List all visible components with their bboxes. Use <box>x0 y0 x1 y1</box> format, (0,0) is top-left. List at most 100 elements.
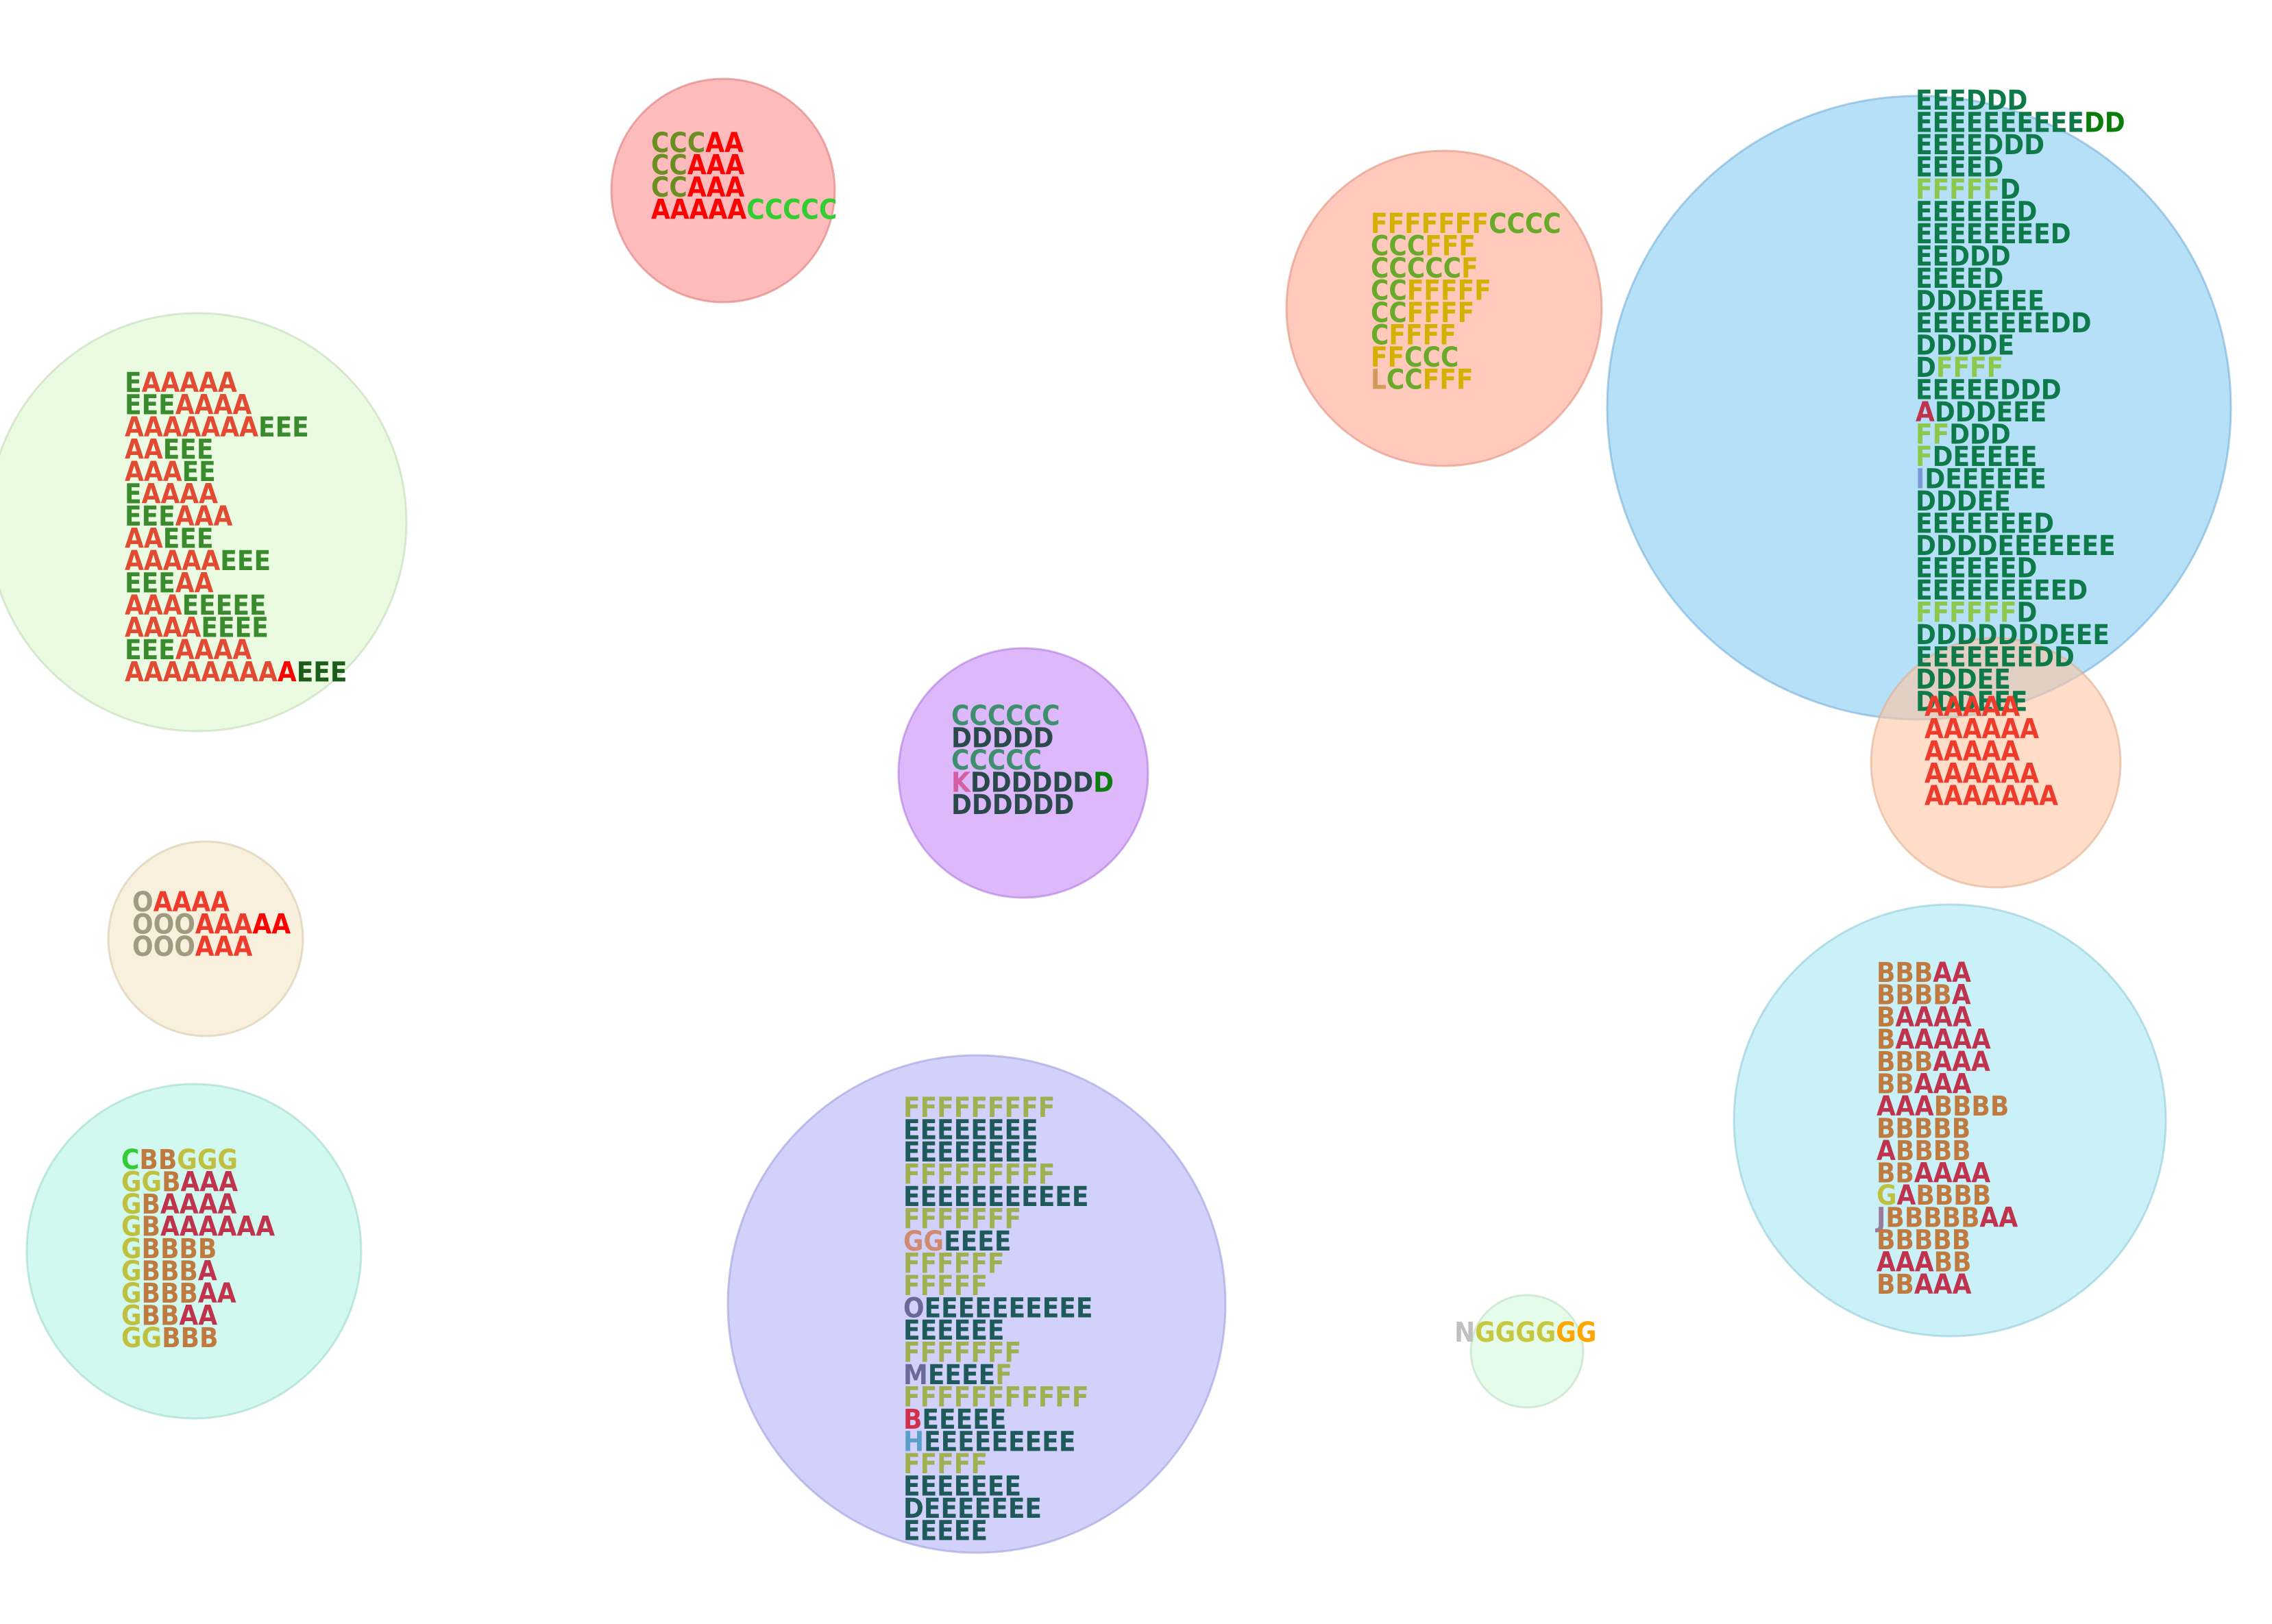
line-segment: CC <box>1371 275 1407 306</box>
cluster-line: AAAEE <box>125 456 216 487</box>
line-segment: GG <box>121 1322 162 1353</box>
line-segment: EEE <box>125 500 175 532</box>
line-segment: FFFFFFFFFFF <box>903 1381 1088 1413</box>
cluster-labels-salmon: FFFFFFFCCCCCCCFFFCCCCCFCCFFFFFCCFFFFCFFF… <box>1371 208 1561 395</box>
line-segment: AAAAA <box>1925 691 2020 722</box>
cluster-line: AAEEE <box>125 523 214 554</box>
line-segment: AAAA <box>142 478 219 510</box>
line-segment: AAAAAAA <box>125 411 259 443</box>
cluster-circle-lavender <box>726 1054 1227 1554</box>
line-segment: AA <box>1933 957 1971 988</box>
cluster-line: EEEEE <box>903 1515 988 1547</box>
line-segment: AAAAAAAA <box>125 656 278 688</box>
line-segment: EEEEEEEEEEE <box>903 1181 1088 1212</box>
cluster-line: EEEAAAA <box>125 634 252 665</box>
cluster-line: CFFFF <box>1371 319 1456 351</box>
line-segment: CCCCC <box>1371 252 1461 284</box>
cluster-labels-blue: EEEDDDEEEEEEEEEEDDEEEEDDDEEEEDFFFFFDEEEE… <box>1916 84 2125 717</box>
line-segment: FF <box>1916 419 1949 450</box>
cluster-line: BBBBA <box>1877 979 1971 1011</box>
cluster-line: AAAAA <box>1925 691 2020 722</box>
cluster-circle-cyan <box>1733 903 2167 1338</box>
line-segment: E <box>125 478 142 510</box>
line-segment: D <box>1093 767 1114 798</box>
line-segment: BB <box>1877 1068 1914 1100</box>
line-segment: EEEE <box>201 612 268 643</box>
line-segment: AAA <box>195 909 253 940</box>
line-segment: AAAA <box>175 634 252 665</box>
line-segment: EEE <box>163 434 214 465</box>
line-segment: F <box>995 1359 1012 1390</box>
line-segment: FFF <box>1423 364 1474 395</box>
line-segment: A <box>1916 396 1935 428</box>
line-segment: AAA <box>1914 1268 1972 1300</box>
line-segment: FFFFFF <box>1916 597 2017 628</box>
line-segment: AAA <box>125 589 182 621</box>
cluster-circle-peach <box>1870 637 2122 889</box>
line-segment: BB <box>1877 1268 1914 1300</box>
line-segment: CCCC <box>1489 208 1561 239</box>
cluster-line: FFFFFFD <box>1916 597 2037 628</box>
line-segment: EE <box>182 456 216 487</box>
line-segment: FF <box>1371 341 1404 373</box>
line-segment: G <box>121 1277 142 1309</box>
cluster-line: CCAAA <box>651 171 745 203</box>
line-segment: DDDDDD <box>951 789 1074 820</box>
line-segment: B <box>1877 1001 1895 1033</box>
cluster-circle-beige <box>107 840 304 1037</box>
line-segment: EEE <box>125 634 175 665</box>
cluster-line: CCFFFF <box>1371 297 1474 328</box>
line-segment: AA <box>179 1300 217 1331</box>
line-segment: FFFFFFF <box>1371 208 1489 239</box>
line-segment: BB <box>142 1300 180 1331</box>
cluster-line: GBAAAAAA <box>121 1211 276 1242</box>
line-segment: EEEEEEEEED <box>1916 574 2088 606</box>
line-segment: EEEEE <box>922 1403 1006 1435</box>
line-segment: BBB <box>142 1277 198 1309</box>
cluster-line: BBBBB <box>1877 1224 1970 1255</box>
cluster-line: FFFFFFFCCCC <box>1371 208 1561 239</box>
cluster-circle-purple <box>897 647 1149 899</box>
cluster-line: FFFFF <box>903 1448 988 1479</box>
line-segment: BB <box>1934 1246 1972 1278</box>
cluster-line: AAABB <box>1877 1246 1971 1278</box>
line-segment: J <box>1874 1202 1885 1233</box>
line-segment: D <box>2000 173 2020 205</box>
line-segment: AA <box>175 567 214 599</box>
line-segment: CCCCC <box>951 744 1042 776</box>
cluster-line: FFCCC <box>1371 341 1458 373</box>
line-segment: CCC <box>1371 230 1425 262</box>
line-segment: EEEEEEEEEE <box>1916 107 2084 138</box>
cluster-line: CCCFFF <box>1371 230 1476 262</box>
line-segment: AAAAAA <box>1925 758 2040 789</box>
line-segment: AAA <box>175 500 233 532</box>
cluster-line: FDEEEEE <box>1916 441 2037 472</box>
cluster-line: EEEEEE <box>903 1314 1005 1346</box>
cluster-line: EEEEEEEED <box>1916 218 2071 249</box>
cluster-line: CBBGGG <box>121 1144 238 1175</box>
line-segment: EEEEEEEED <box>1916 218 2071 249</box>
cluster-line: EEEEEEE <box>903 1471 1021 1502</box>
line-segment: F <box>1461 252 1478 284</box>
line-segment: CC <box>651 171 687 203</box>
line-segment: AAAAAA <box>160 1211 276 1242</box>
line-segment: BBBB <box>1896 1135 1971 1166</box>
cluster-line: EEEEEEEEDD <box>1916 307 2091 339</box>
line-segment: AAAA <box>154 886 230 918</box>
cluster-line: DDDEE <box>1916 663 2011 695</box>
line-segment: AA <box>252 909 291 940</box>
cluster-line: EEEEEEEDD <box>1916 641 2075 673</box>
cluster-line: BBAAAA <box>1877 1157 1991 1189</box>
cluster-line: LCCFFF <box>1371 364 1474 395</box>
line-segment: EEEEEEEE <box>903 1114 1038 1146</box>
cluster-line: CCAAA <box>651 149 745 181</box>
cluster-line: GGBAAA <box>121 1166 239 1198</box>
line-segment: EEEE <box>928 1359 995 1390</box>
cluster-line: EEEED <box>1916 262 2003 294</box>
line-segment: OOO <box>132 909 195 940</box>
cluster-line: EAAAA <box>125 478 219 510</box>
cluster-line: AAAAAAAAAEEE <box>125 656 347 688</box>
